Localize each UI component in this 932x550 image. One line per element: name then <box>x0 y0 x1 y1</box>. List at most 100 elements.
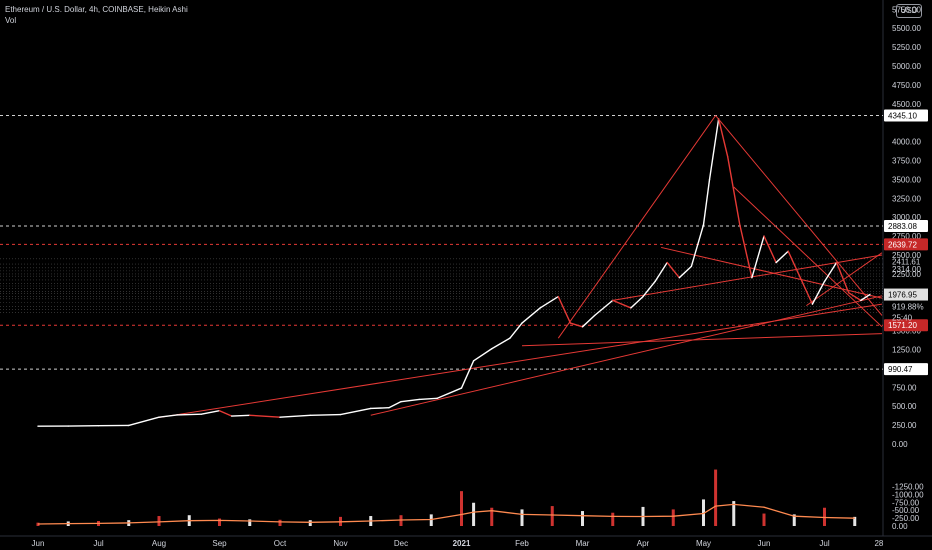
current-price-text: 1976.95 <box>888 291 917 300</box>
time-axis-label: Jun <box>758 539 771 548</box>
time-axis-label: Jun <box>32 539 45 548</box>
trend-line <box>661 246 883 299</box>
price-candle-segment <box>678 265 693 279</box>
price-candle-segment <box>630 295 644 309</box>
countdown-text: 25:40 <box>892 314 913 323</box>
volume-axis-tick-label: -500.00 <box>892 506 920 515</box>
volume-axis-tick-label: -250.00 <box>892 514 920 523</box>
price-axis-tick-label: 2250.00 <box>892 270 921 279</box>
price-candle-segment <box>418 397 438 401</box>
volume-bar <box>732 501 736 526</box>
price-candle-segment <box>460 360 475 389</box>
volume-bar <box>714 469 718 526</box>
volume-bar <box>853 516 857 526</box>
price-axis-tick-label: 3000.00 <box>892 213 921 222</box>
price-level-badge-text: 1571.20 <box>888 321 917 330</box>
volume-axis-tick-label: -1000.00 <box>892 490 924 499</box>
volume-bar <box>308 520 312 526</box>
price-candle-segment <box>400 398 420 403</box>
time-axis-label: Dec <box>394 539 408 548</box>
volume-bar <box>157 516 161 526</box>
volume-bar <box>581 511 584 526</box>
time-axis-label: Jul <box>819 539 829 548</box>
price-candle-segment <box>388 400 402 409</box>
volume-bar <box>762 513 766 526</box>
volume-axis-tick-label: -1250.00 <box>892 483 924 492</box>
price-candle-segment <box>339 407 372 416</box>
price-candle-segment <box>612 299 632 309</box>
price-axis-tick-label: 5500.00 <box>892 24 921 33</box>
volume-axis-tick-label: 0.00 <box>892 522 908 531</box>
price-axis-tick-label: 3750.00 <box>892 157 921 166</box>
time-axis-label: Mar <box>576 539 590 548</box>
price-level-badge <box>884 220 928 233</box>
trend-line <box>521 333 882 347</box>
time-axis-label: Feb <box>515 539 529 548</box>
price-candle-segment <box>654 261 668 283</box>
price-candle-segment <box>835 261 850 294</box>
volume-moving-average <box>37 503 855 525</box>
volume-bar <box>36 522 40 526</box>
price-candle-segment <box>739 224 753 279</box>
price-axis-tick-label: 1250.00 <box>892 346 921 355</box>
time-axis-label: 2021 <box>453 539 471 548</box>
volume-bar <box>248 519 252 526</box>
price-candle-segment <box>491 337 511 350</box>
price-candle-segment <box>690 224 705 268</box>
price-candle-segment <box>128 416 160 427</box>
price-candle-segment <box>848 292 862 302</box>
price-candle-segment <box>702 178 711 226</box>
price-candle-segment <box>569 322 584 328</box>
price-candle-segment <box>218 410 233 417</box>
price-axis-tick-label: 500.00 <box>892 402 917 411</box>
price-candle-segment <box>158 414 178 418</box>
volume-label: Vol <box>5 16 17 25</box>
price-axis-tick-label: 5000.00 <box>892 62 921 71</box>
price-candle-segment <box>509 322 523 339</box>
price-candle-segment <box>717 118 729 158</box>
time-axis-label: Oct <box>274 539 287 548</box>
volume-bar <box>429 514 433 526</box>
price-level-badge <box>884 363 928 376</box>
price-axis-tick-label: 3250.00 <box>892 194 921 203</box>
price-level-badge <box>884 109 928 122</box>
price-candle-segment <box>593 299 614 317</box>
price-level-badge <box>884 238 928 251</box>
current-price-badge <box>884 288 928 301</box>
chart-legend: Ethereum / U.S. Dollar, 4h, COINBASE, He… <box>5 4 188 26</box>
price-axis-tick-label: 2750.00 <box>892 232 921 241</box>
price-candle-segment <box>279 414 311 418</box>
currency-button[interactable]: USD <box>896 4 922 18</box>
price-candle-segment <box>472 348 493 362</box>
time-axis-label: Sep <box>212 539 227 548</box>
price-candle-segment <box>708 118 720 181</box>
volume-bar <box>218 518 221 526</box>
price-candle-segment <box>521 307 541 324</box>
volume-axis-tick-label: -750.00 <box>892 498 920 507</box>
symbol-title: Ethereum / U.S. Dollar, 4h, COINBASE, He… <box>5 5 188 14</box>
volume-bar <box>490 507 494 526</box>
price-candle-segment <box>727 156 741 226</box>
price-axis-tick-label: 5250.00 <box>892 43 921 52</box>
price-candle-segment <box>557 295 572 324</box>
trend-line <box>557 115 717 339</box>
price-axis-tick-label: 4500.00 <box>892 100 921 109</box>
price-candle-segment <box>811 280 826 305</box>
price-candle-segment <box>763 235 777 264</box>
price-candle-segment <box>230 414 251 417</box>
price-axis-tick-label: 2500.00 <box>892 251 921 260</box>
price-candle-segment <box>799 276 814 305</box>
volume-bar <box>611 512 615 526</box>
price-candle-segment <box>666 261 680 279</box>
price-candle-segment <box>539 295 559 309</box>
trend-line <box>158 303 883 419</box>
price-axis-tick-label: 0.00 <box>892 440 908 449</box>
time-axis-label: Aug <box>152 539 166 548</box>
volume-bar <box>792 514 796 526</box>
price-candle-segment <box>370 407 390 410</box>
volume-bar <box>472 502 476 526</box>
price-candle-segment <box>200 410 221 415</box>
trend-line <box>715 115 883 316</box>
price-candle-segment <box>860 293 871 302</box>
